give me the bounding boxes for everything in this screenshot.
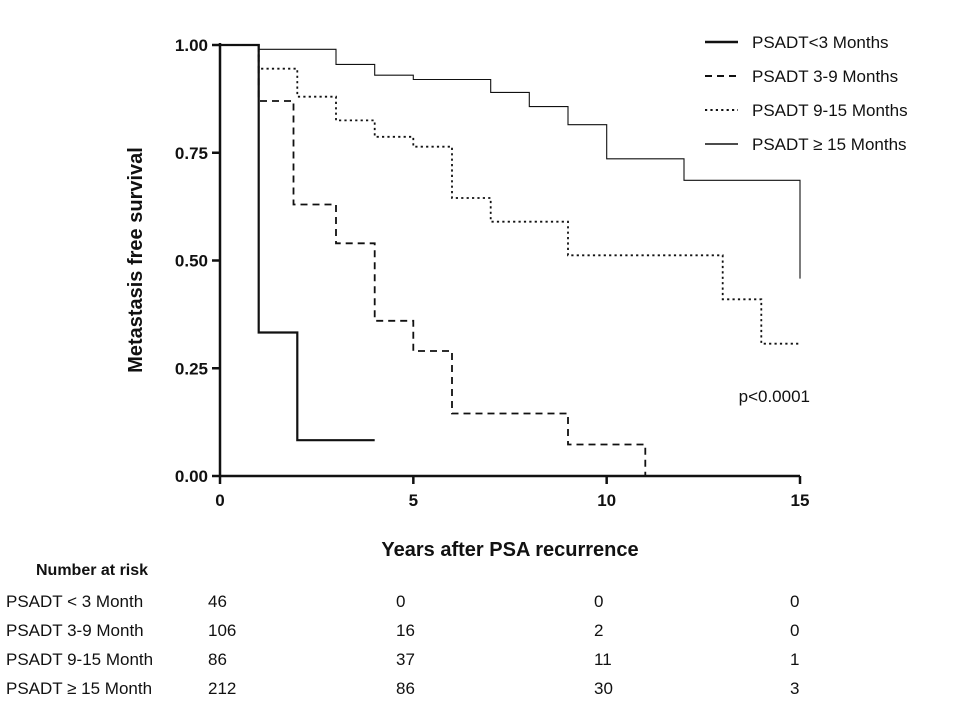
number-at-risk-table: Number at risk PSADT < 3 Month 46 0 0 0 PSADT…	[0, 560, 954, 710]
risk-cell: 0	[790, 621, 800, 640]
y-tick-label: 0.50	[175, 252, 208, 271]
risk-row: PSADT < 3 Month 46 0 0 0	[0, 592, 954, 620]
risk-cell: 2	[594, 621, 604, 640]
series-line-3	[220, 44, 800, 345]
legend: PSADT<3 Months PSADT 3-9 Months PSADT 9-15…	[705, 33, 908, 154]
risk-cell: 0	[790, 592, 800, 611]
risk-cell: 16	[396, 621, 415, 640]
risk-row-label: PSADT < 3 Month	[6, 592, 144, 611]
risk-row: PSADT 9-15 Month 86 37 11 1	[0, 650, 954, 678]
risk-row-label: PSADT 9-15 Month	[6, 650, 154, 669]
risk-cell: 0	[594, 592, 604, 611]
legend-label-3: PSADT 9-15 Months	[752, 101, 908, 120]
risk-cell: 3	[790, 679, 800, 698]
p-value-annotation: p<0.0001	[739, 387, 810, 406]
risk-row: PSADT 3-9 Month 106 16 2 0	[0, 621, 954, 649]
series-layer	[220, 43, 801, 476]
y-tick-label: 1.00	[175, 36, 208, 55]
risk-row: PSADT ≥ 15 Month 212 86 30 3	[0, 679, 954, 707]
y-tick-label: 0.25	[175, 359, 208, 378]
y-tick-label: 0.75	[175, 144, 208, 163]
risk-cell: 106	[208, 621, 237, 640]
risk-cell: 86	[396, 679, 415, 698]
legend-label-4: PSADT ≥ 15 Months	[752, 135, 907, 154]
risk-row-label: PSADT 3-9 Month	[6, 621, 144, 640]
risk-cell: 86	[208, 650, 227, 669]
risk-cell: 0	[396, 592, 406, 611]
axes: 0.00 0.25 0.50 0.75 1.00 0 5 10 15	[175, 36, 810, 510]
risk-cell: 46	[208, 592, 227, 611]
risk-cell: 37	[396, 650, 415, 669]
x-axis-title: Years after PSA recurrence	[381, 539, 638, 560]
risk-cell: 1	[790, 650, 800, 669]
x-tick-label: 10	[597, 491, 616, 510]
risk-cell: 11	[594, 650, 612, 669]
series-line-4	[220, 44, 801, 279]
x-tick-label: 0	[215, 491, 224, 510]
risk-cell: 212	[208, 679, 237, 698]
x-tick-label: 5	[409, 491, 418, 510]
legend-label-1: PSADT<3 Months	[752, 33, 889, 52]
y-axis-title: Metastasis free survival	[125, 147, 147, 373]
risk-row-label: PSADT ≥ 15 Month	[6, 679, 153, 698]
y-tick-label: 0.00	[175, 467, 208, 486]
x-tick-label: 15	[791, 491, 810, 510]
series-line-2	[220, 44, 647, 476]
legend-label-2: PSADT 3-9 Months	[752, 67, 898, 86]
risk-cell: 30	[594, 679, 613, 698]
km-chart: 0.00 0.25 0.50 0.75 1.00 0 5 10 15 PSADT<3 Month…	[125, 33, 908, 560]
risk-table-title: Number at risk	[36, 562, 149, 579]
